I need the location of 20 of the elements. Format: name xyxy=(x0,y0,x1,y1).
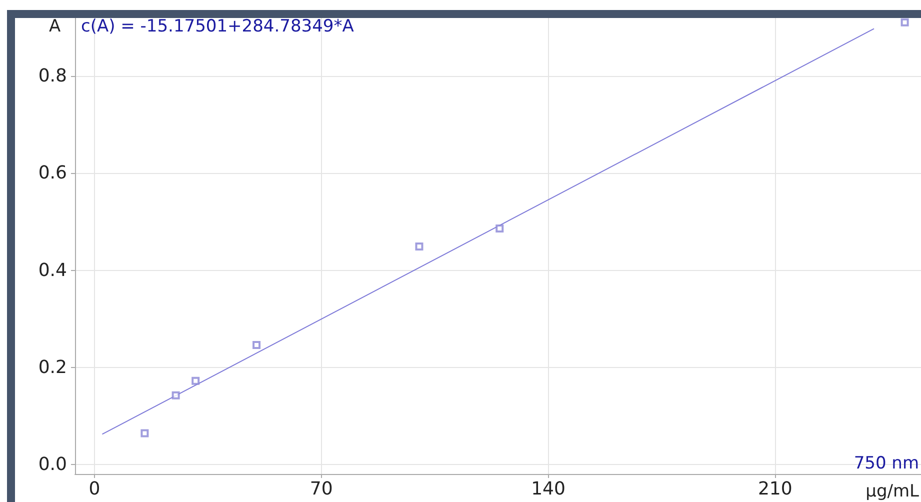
y-tick-label: 0.8 xyxy=(38,66,67,87)
x-tick-label: 210 xyxy=(758,478,792,500)
y-tick-label: 0.4 xyxy=(38,260,67,281)
y-tick-label: 0.6 xyxy=(38,162,67,184)
point xyxy=(415,242,424,250)
x-axis-title: μg/mL xyxy=(866,482,920,502)
annotation: c(A) = -15.17501+284.78349*A xyxy=(81,16,354,36)
point xyxy=(252,340,261,349)
x-tick-label: 140 xyxy=(531,478,566,500)
annotation: 750 nm xyxy=(854,454,919,474)
x-tick-label: 0 xyxy=(88,478,100,500)
point xyxy=(496,224,504,233)
point xyxy=(172,391,180,400)
point xyxy=(900,18,909,26)
point xyxy=(140,429,149,438)
y-tick-label: 0.2 xyxy=(38,356,67,378)
x-tick-label: 70 xyxy=(310,478,333,500)
y-tick-label: 0.0 xyxy=(38,454,67,475)
y-axis-title: A xyxy=(49,16,61,36)
point xyxy=(192,376,200,385)
